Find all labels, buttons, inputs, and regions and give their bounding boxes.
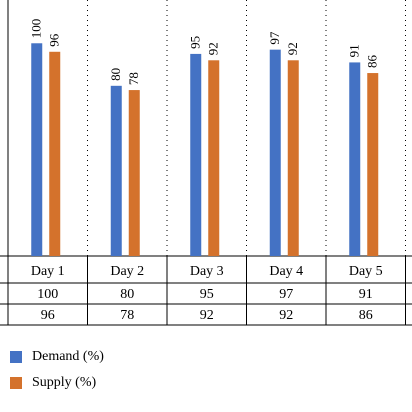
table-cell-supply-1: 96 [41,308,55,323]
bar-demand-4 [269,49,281,257]
legend: Demand (%) Supply (%) [10,344,104,396]
data-label-demand-4: 97 [267,31,282,45]
table-cell-supply-5: 86 [359,308,373,323]
bar-demand-2 [110,85,122,257]
x-tick-label-4: Day 4 [269,264,303,279]
table-cell-demand-3: 95 [200,287,214,302]
legend-label-demand: Demand (%) [32,349,104,364]
table-cell-demand-4: 97 [279,287,293,302]
table-cell-supply-2: 78 [120,308,134,323]
table-cell-supply-4: 92 [279,308,293,323]
legend-swatch-demand [10,351,22,363]
x-tick-label-5: Day 5 [349,264,383,279]
data-label-demand-5: 91 [347,44,362,57]
bar-supply-4 [287,60,299,256]
x-tick-label-2: Day 2 [110,264,144,279]
data-label-supply-1: 96 [47,33,62,47]
legend-item-supply: Supply (%) [10,370,104,396]
legend-item-demand: Demand (%) [10,344,104,370]
bar-demand-3 [190,53,202,257]
data-label-demand-3: 95 [188,36,203,49]
table-cell-supply-3: 92 [200,308,214,323]
data-label-supply-2: 78 [126,72,141,85]
data-label-supply-5: 86 [365,55,380,69]
legend-swatch-supply [10,377,22,389]
data-label-supply-3: 92 [206,42,221,55]
data-label-demand-1: 100 [29,19,44,39]
data-label-supply-4: 92 [285,42,300,55]
bar-supply-1 [49,51,61,257]
table-cell-demand-2: 80 [120,287,134,302]
x-tick-label-3: Day 3 [190,264,224,279]
data-table: Day 1 100 96 Day 2 80 78 Day 3 95 92 Day 4 97 92 Day… [0,256,412,326]
table-cell-demand-5: 91 [359,287,373,302]
bar-supply-5 [367,73,379,257]
bar-supply-3 [208,60,220,256]
data-label-demand-2: 80 [108,68,123,81]
table-cell-demand-1: 100 [37,287,58,302]
legend-label-supply: Supply (%) [32,375,97,390]
bar-supply-2 [128,90,140,256]
bar-demand-1 [31,43,43,256]
x-tick-label-1: Day 1 [31,264,65,279]
bar-demand-5 [349,62,361,256]
